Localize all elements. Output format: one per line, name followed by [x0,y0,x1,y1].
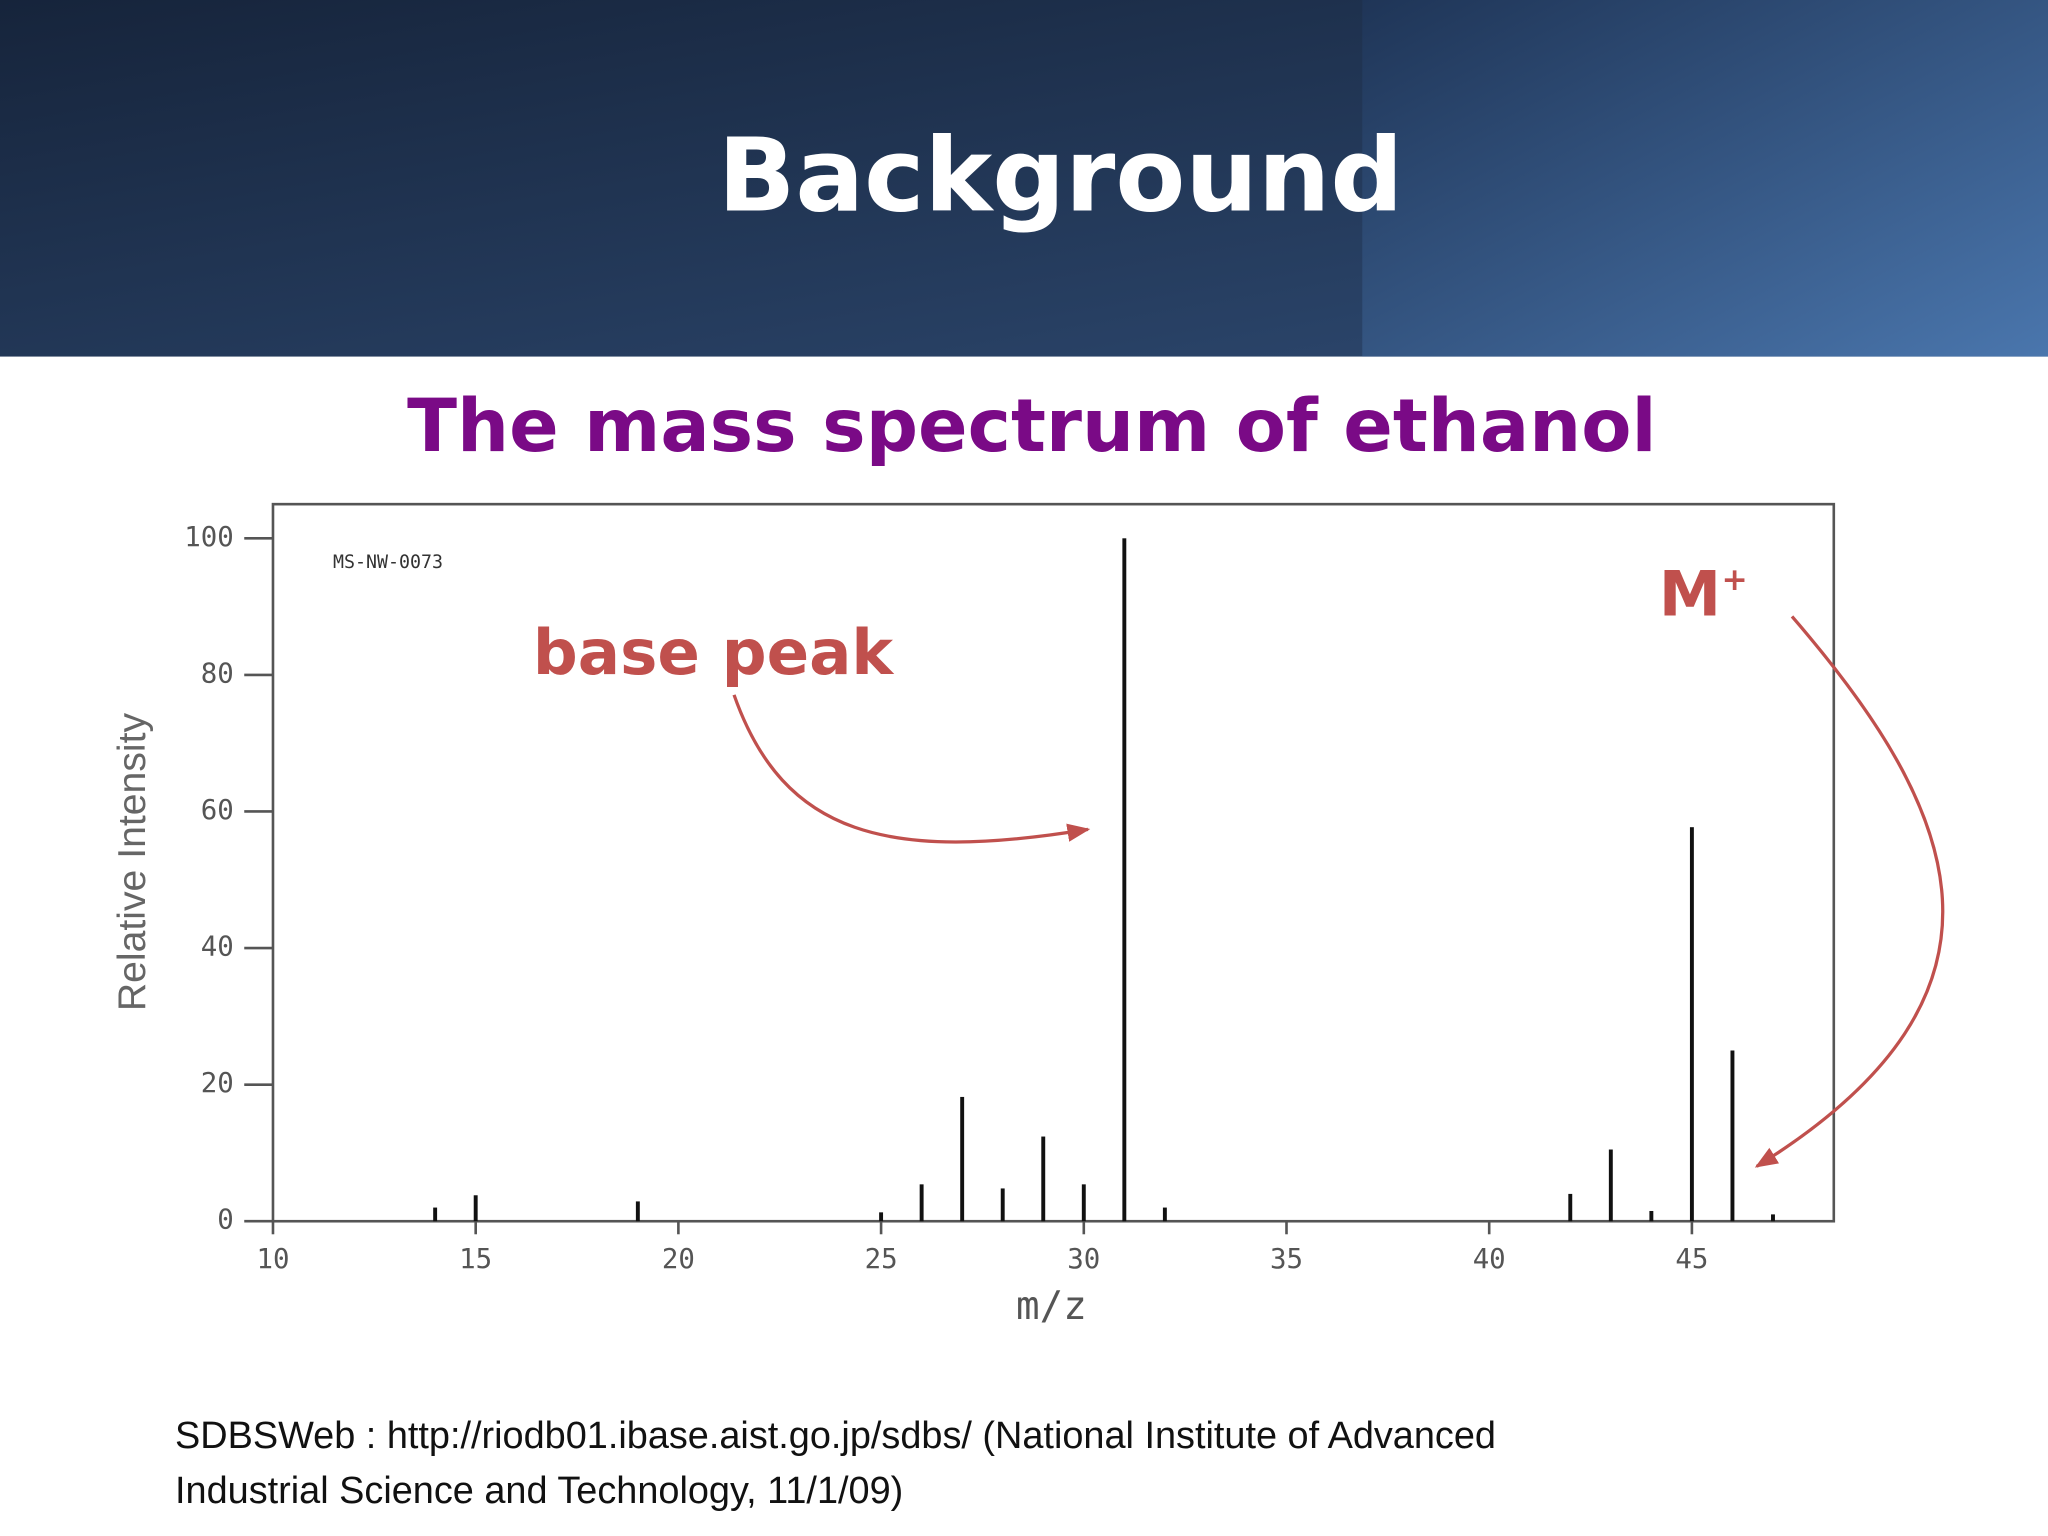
base-peak-arrow [732,694,1091,844]
peak [473,1195,478,1222]
peak [1771,1214,1775,1222]
peak [1568,1193,1573,1222]
header-bg-right [1362,0,2048,357]
molecular-ion-sup: + [1721,562,1747,598]
x-tick-label: 25 [865,1244,898,1275]
y-tick-label: 60 [201,795,234,826]
x-tick-label: 30 [1067,1244,1100,1275]
spectrum-code: MS-NW-0073 [333,552,443,573]
footer-line: SDBSWeb : http://riodb01.ibase.aist.go.j… [175,1415,1496,1457]
molecular-ion-label: M [1659,557,1721,630]
peak [1649,1210,1654,1222]
y-tick-label: 80 [201,658,234,689]
peak [1081,1184,1086,1222]
y-tick-label: 20 [201,1068,234,1099]
peak [635,1201,640,1222]
y-tick-label: 40 [201,932,234,963]
peak [1608,1149,1613,1222]
header-title: Background [718,117,1404,236]
peak [960,1096,965,1222]
peak [1000,1188,1005,1222]
peak [919,1184,924,1222]
x-tick-label: 45 [1675,1244,1708,1275]
molecular-ion-arrow [1754,615,1945,1168]
x-tick-label: 10 [256,1244,289,1275]
peak [1122,538,1127,1222]
y-axis-label: Relative Intensity [111,712,154,1011]
chart-title: The mass spectrum of ethanol [407,384,1656,469]
y-tick-label: 0 [217,1205,234,1236]
peak [879,1212,884,1222]
peak [433,1207,438,1222]
x-tick-label: 40 [1473,1244,1506,1275]
plot-frame [271,502,1836,1223]
x-tick-label: 15 [459,1244,492,1275]
plot: MS-NW-0073 Relative Intensity m/z [111,502,1836,1329]
peak [1730,1050,1735,1222]
x-tick-label: 35 [1270,1244,1303,1275]
peak [1162,1207,1167,1222]
y-tick-label: 100 [184,522,234,553]
footer-line: Industrial Science and Technology, 11/1/… [175,1470,903,1512]
base-peak-label: base peak [533,616,895,689]
x-tick-label: 20 [662,1244,695,1275]
peak [1041,1136,1046,1222]
x-axis-label: m/z [1016,1284,1087,1329]
peak [1689,827,1694,1222]
